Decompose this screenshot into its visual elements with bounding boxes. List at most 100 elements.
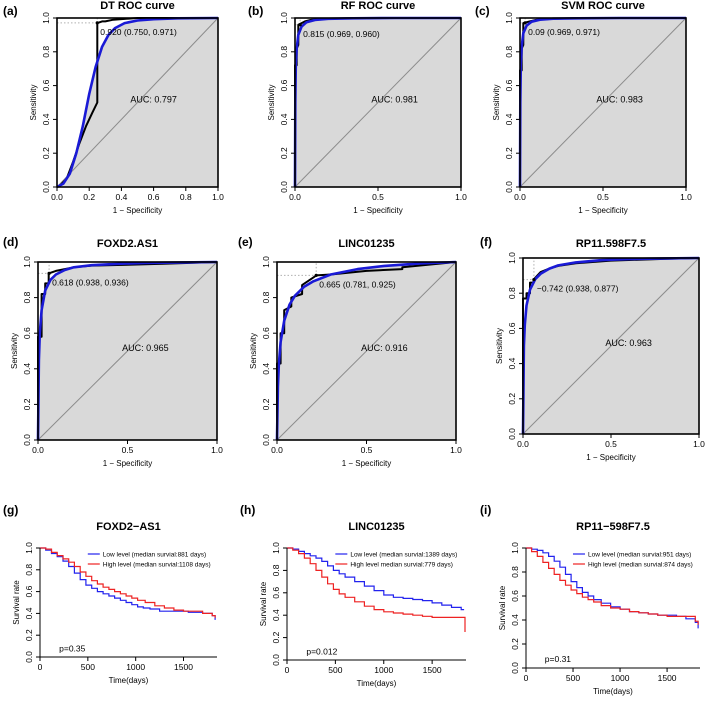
x-axis-label: Time(days) (357, 679, 397, 688)
y-tick-label: 1.0 (279, 12, 289, 24)
x-tick-label: 1.0 (680, 192, 692, 202)
y-tick-label: 0.4 (507, 357, 517, 369)
y-tick-label: 0.4 (22, 363, 32, 375)
threshold-label: −0.742 (0.938, 0.877) (537, 284, 619, 294)
threshold-label: 0.815 (0.969, 0.960) (303, 29, 380, 39)
y-tick-label: 0.0 (22, 434, 32, 446)
y-tick-label: 0.2 (507, 393, 517, 405)
y-tick-label: 1.0 (24, 542, 34, 554)
y-tick-label: 0.8 (279, 46, 289, 58)
x-tick-label: 1000 (374, 665, 393, 675)
y-tick-label: 0.2 (41, 147, 51, 159)
x-axis-label: 1 − Specificity (103, 459, 153, 468)
legend-entry: Low level (median survial:881 days) (103, 552, 206, 559)
chart-title: LINC01235 (338, 238, 394, 250)
y-axis-label: Sensitivity (495, 328, 504, 364)
legend-entry: High level (median survial:1108 days) (103, 562, 211, 569)
y-tick-label: 0.0 (510, 662, 520, 674)
x-tick-label: 500 (81, 662, 95, 672)
y-tick-label: 0.0 (24, 651, 34, 663)
y-tick-label: 0.4 (271, 609, 281, 621)
legend: Low level (median survial:881 days) High … (87, 552, 211, 569)
p-value: p=0.31 (545, 654, 572, 664)
reference-diagonal (37, 261, 218, 441)
panel-b: (b) RF ROC curve 0.815 (0.969, 0.960) AUC: … (248, 0, 467, 215)
panel-label: (g) (3, 503, 18, 517)
y-tick-label: 0.0 (41, 181, 51, 193)
y-tick-label: 0.2 (510, 638, 520, 650)
p-value: p=0.35 (59, 644, 86, 654)
legend-entry: Low level (median survial:1389 days) (350, 552, 457, 559)
y-tick-label: 0.0 (261, 434, 271, 446)
legend-entry: High level (median survial:874 days) (588, 562, 693, 569)
high-level-survival-curve (40, 547, 216, 618)
threshold-label: 0.665 (0.781, 0.925) (319, 279, 396, 289)
x-tick-label: 1.0 (450, 445, 462, 455)
x-tick-label: 0.4 (115, 192, 127, 202)
y-tick-label: 0.2 (22, 398, 32, 410)
panel-label: (f) (480, 235, 492, 249)
y-tick-label: 1.0 (41, 12, 51, 24)
x-tick-label: 0.0 (514, 192, 526, 202)
y-tick-label: 0.8 (510, 566, 520, 578)
x-tick-label: 1.0 (211, 445, 223, 455)
y-tick-label: 0.2 (279, 147, 289, 159)
auc-label: AUC: 0.916 (361, 343, 408, 353)
y-tick-label: 0.8 (507, 287, 517, 299)
threshold-point (532, 278, 536, 282)
y-axis-label: Sensitivity (267, 84, 276, 120)
x-tick-label: 1000 (611, 673, 630, 683)
panel-label: (i) (480, 503, 491, 517)
auc-label: AUC: 0.797 (130, 95, 177, 105)
y-tick-label: 0.8 (22, 291, 32, 303)
y-tick-label: 0.2 (24, 629, 34, 641)
auc-label: AUC: 0.965 (122, 343, 169, 353)
x-tick-label: 1000 (126, 662, 145, 672)
low-level-survival-curve (526, 547, 699, 629)
x-tick-label: 0.0 (32, 445, 44, 455)
high-level-survival-curve (526, 547, 699, 625)
x-tick-label: 0 (38, 662, 43, 672)
x-axis-label: 1 − Specificity (586, 453, 636, 462)
y-tick-label: 0.6 (279, 79, 289, 91)
threshold-point (95, 21, 99, 25)
panel-label: (b) (248, 4, 263, 18)
x-tick-label: 0.5 (372, 192, 384, 202)
x-tick-label: 0.5 (597, 192, 609, 202)
chart-title: FOXD2.AS1 (97, 238, 158, 250)
threshold-label: 0.09 (0.969, 0.971) (528, 27, 600, 37)
y-axis-label: Survival rate (498, 585, 507, 630)
chart-title: RP11.598F7.5 (576, 238, 646, 250)
reference-diagonal (56, 17, 219, 188)
reference-diagonal (522, 257, 700, 435)
x-axis-label: Time(days) (109, 676, 149, 685)
x-tick-label: 1.0 (212, 192, 224, 202)
y-tick-label: 0.6 (510, 590, 520, 602)
x-tick-label: 0.5 (605, 439, 617, 449)
y-tick-label: 0.6 (507, 322, 517, 334)
x-tick-label: 0 (285, 665, 290, 675)
y-tick-label: 0.8 (504, 46, 514, 58)
panel-i: (i) RP11−598F7.5 Low level (median survial… (480, 503, 700, 696)
low-level-survival-curve (40, 547, 216, 620)
y-tick-label: 0.0 (504, 181, 514, 193)
roc-smoothed-line (521, 256, 700, 435)
y-tick-label: 0.0 (279, 181, 289, 193)
chart-title: RF ROC curve (341, 0, 416, 12)
y-tick-label: 0.4 (24, 607, 34, 619)
y-tick-label: 0.2 (261, 398, 271, 410)
x-tick-label: 500 (328, 665, 342, 675)
threshold-label: 0.618 (0.938, 0.936) (52, 277, 129, 287)
auc-label: AUC: 0.981 (371, 95, 418, 105)
x-tick-label: 1500 (658, 673, 677, 683)
panel-label: (c) (475, 4, 490, 18)
y-tick-label: 0.6 (504, 79, 514, 91)
chart-title: LINC01235 (348, 521, 404, 533)
threshold-point (47, 271, 51, 275)
y-tick-label: 0.8 (24, 564, 34, 576)
legend-entry: Low level (median survial:951 days) (588, 552, 691, 559)
x-tick-label: 0.5 (361, 445, 373, 455)
reference-diagonal (276, 261, 457, 441)
panel-label: (e) (238, 235, 253, 249)
